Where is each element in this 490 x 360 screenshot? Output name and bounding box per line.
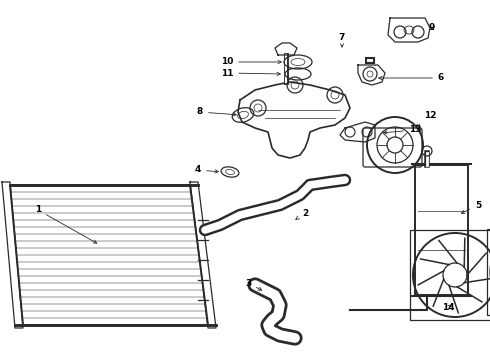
Text: 3: 3 bbox=[245, 279, 262, 290]
Text: 13: 13 bbox=[384, 126, 421, 135]
Bar bbox=[415, 165, 468, 295]
Text: 9: 9 bbox=[429, 22, 435, 31]
Text: 11: 11 bbox=[221, 68, 280, 77]
Bar bbox=[487, 229, 490, 315]
Text: 7: 7 bbox=[339, 33, 345, 47]
Text: 6: 6 bbox=[379, 73, 444, 82]
Text: 14: 14 bbox=[441, 302, 454, 311]
Text: 5: 5 bbox=[461, 201, 481, 213]
Text: 4: 4 bbox=[195, 166, 219, 175]
Text: 8: 8 bbox=[197, 108, 236, 117]
Text: 1: 1 bbox=[35, 206, 97, 243]
Text: 12: 12 bbox=[416, 111, 436, 127]
Text: 15: 15 bbox=[0, 359, 1, 360]
Bar bbox=[410, 230, 490, 320]
Text: 16: 16 bbox=[0, 359, 1, 360]
Text: 10: 10 bbox=[221, 58, 281, 67]
Text: 2: 2 bbox=[296, 208, 308, 220]
